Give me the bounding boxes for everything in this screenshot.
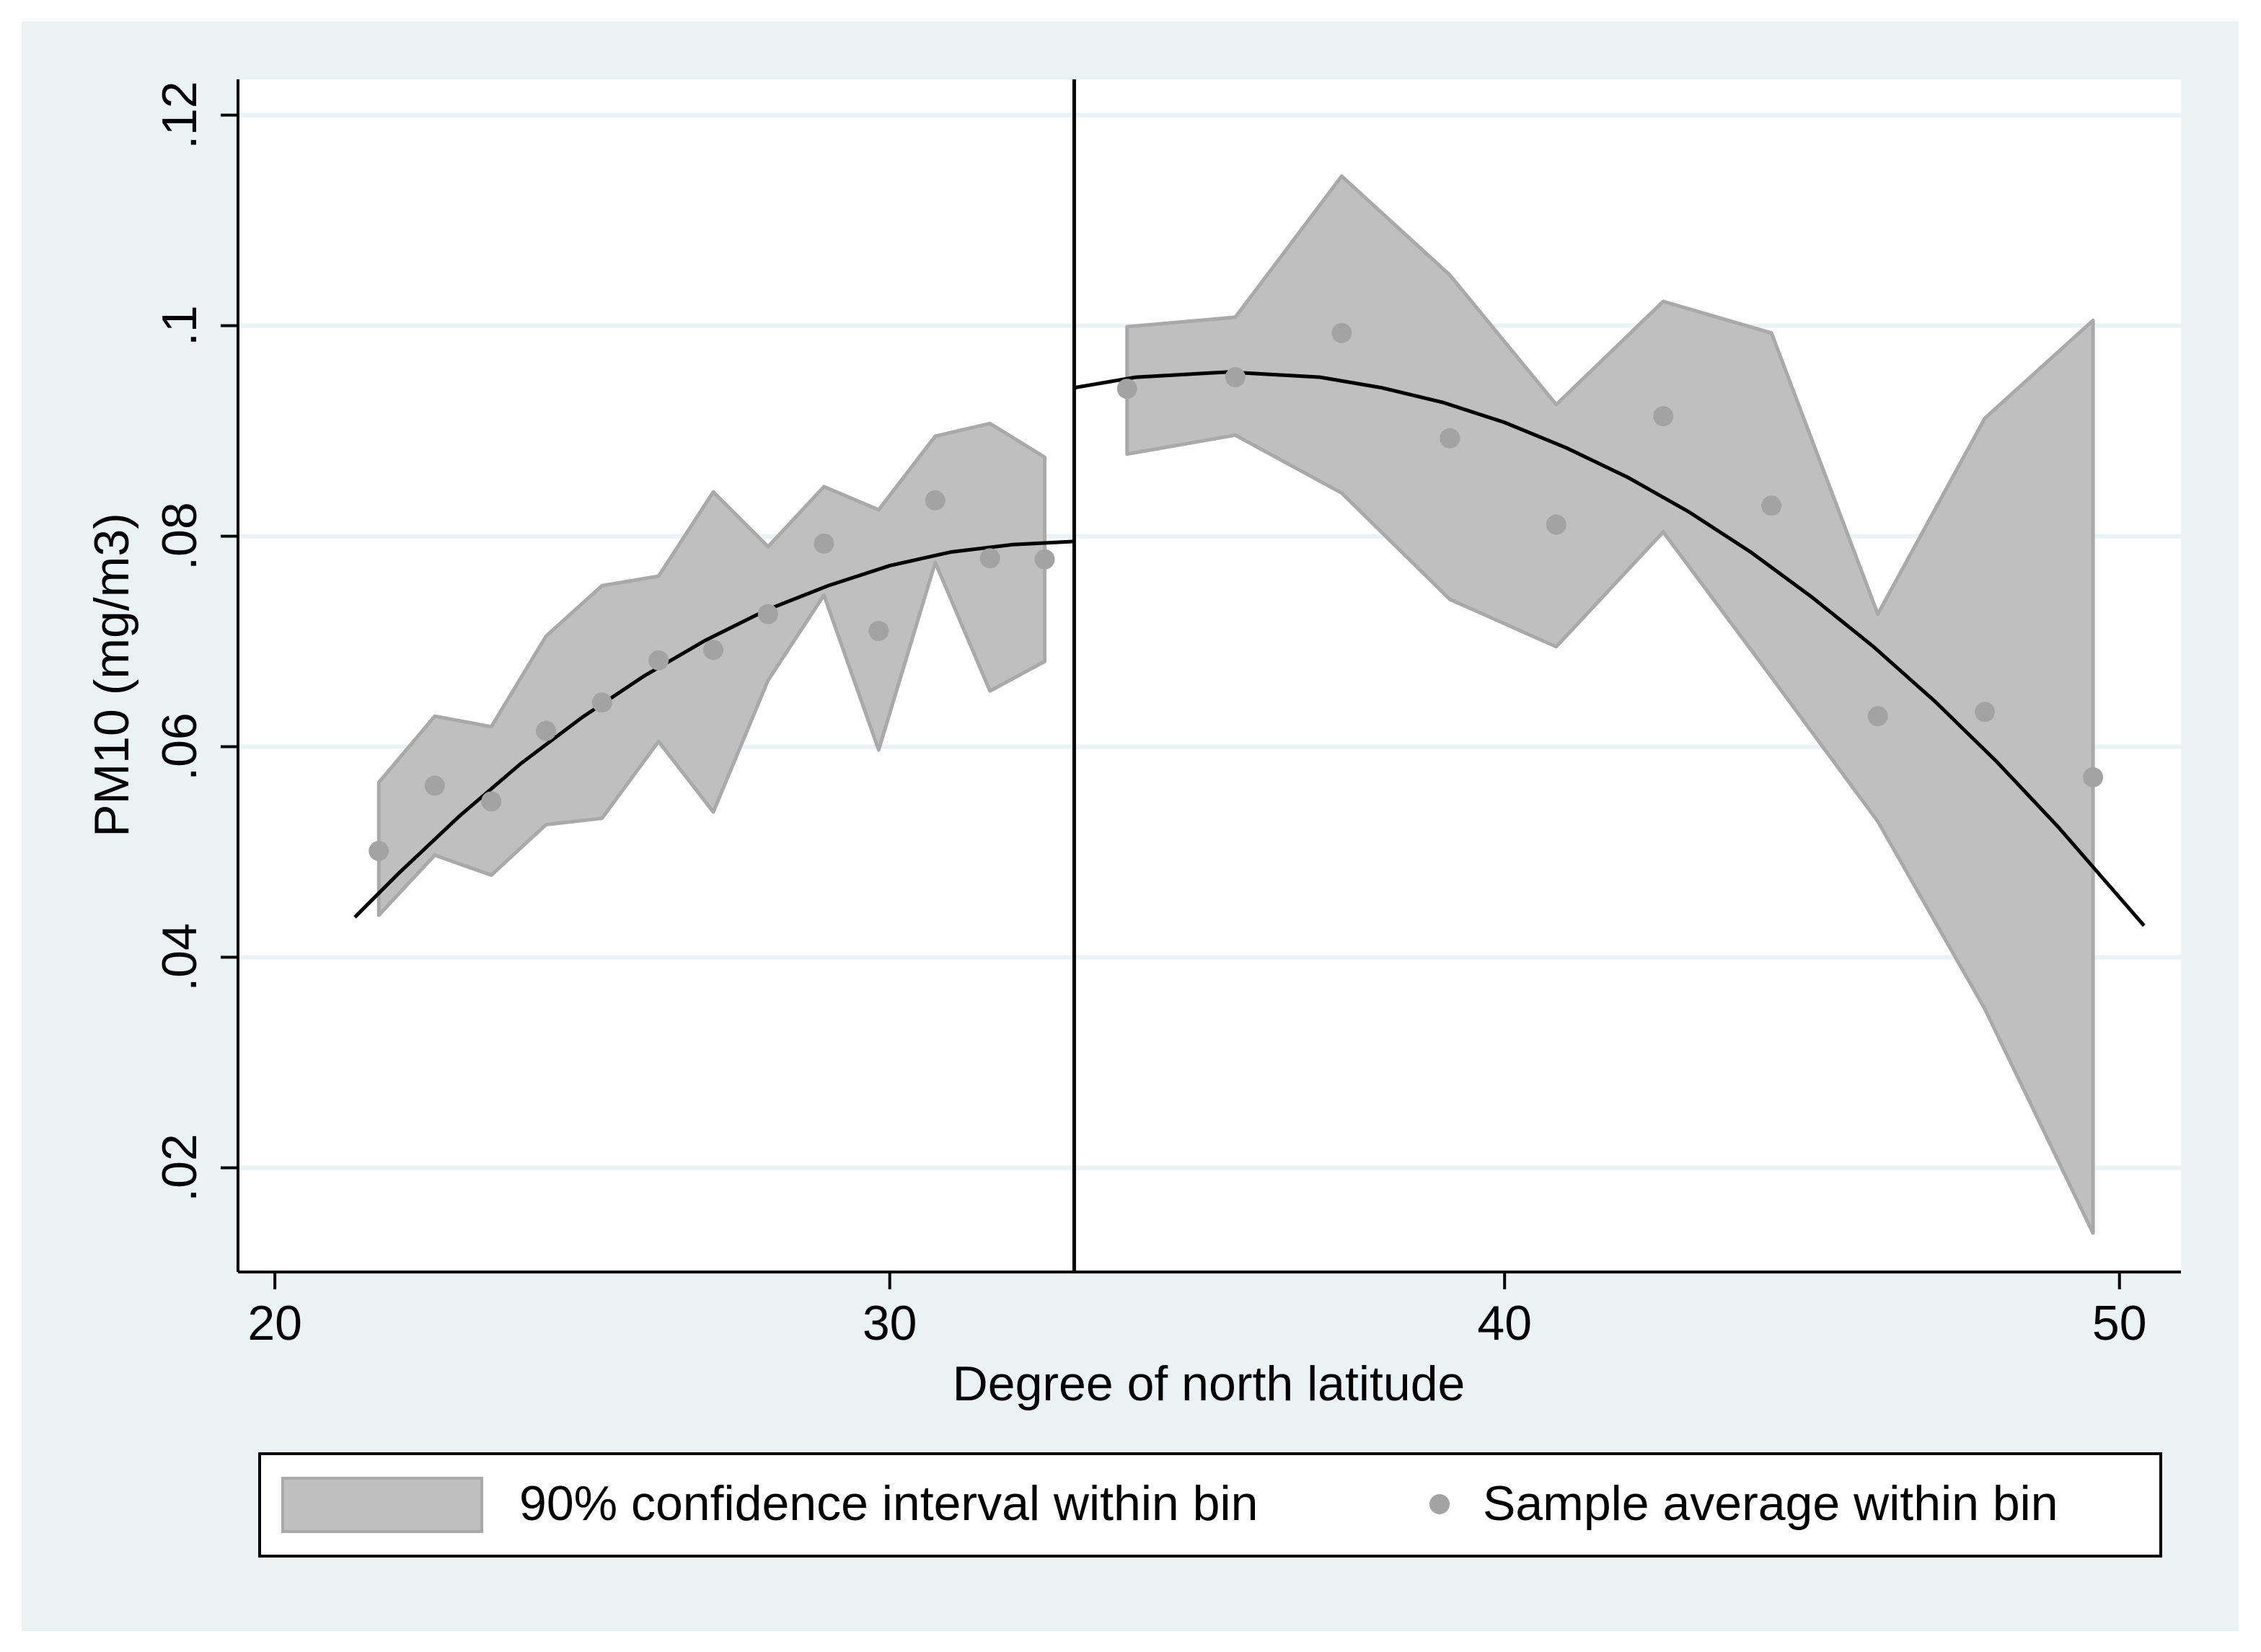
- y-tick-label: .02: [152, 1134, 207, 1202]
- y-tick-label: .04: [152, 923, 207, 991]
- data-point: [424, 775, 445, 796]
- data-point: [591, 692, 612, 713]
- data-point: [814, 533, 834, 554]
- legend-swatch: [1429, 1494, 1450, 1514]
- data-point: [2083, 767, 2104, 787]
- legend-label: 90% confidence interval within bin: [519, 1476, 1258, 1531]
- y-tick-label: .1: [152, 305, 207, 346]
- data-point: [481, 791, 502, 812]
- legend-swatch: [281, 1477, 483, 1533]
- marks: [353, 79, 2146, 1272]
- legend-label: Sample average within bin: [1483, 1476, 2058, 1531]
- x-tick-label: 30: [863, 1296, 917, 1351]
- data-point: [1116, 379, 1137, 399]
- data-point: [536, 720, 557, 741]
- fit-line: [1074, 370, 2146, 927]
- data-point: [925, 490, 946, 511]
- x-tick-label: 50: [2092, 1296, 2147, 1351]
- x-tick-label: 20: [247, 1296, 302, 1351]
- legend-box: [258, 1452, 2162, 1558]
- data-point: [1225, 367, 1246, 388]
- data-point: [757, 604, 778, 624]
- data-point: [1034, 549, 1055, 570]
- legend: 90% confidence interval within bin Sample…: [281, 1476, 2058, 1533]
- data-point: [1653, 406, 1674, 427]
- data-point: [1546, 514, 1566, 535]
- fit-line: [353, 539, 1075, 919]
- ci-band: [376, 421, 1047, 917]
- x-axis-title: Degree of north latitude: [953, 1356, 1466, 1411]
- data-point: [1867, 706, 1888, 727]
- y-tick-label: .08: [152, 502, 207, 570]
- y-axis-title: PM10 (mg/m3): [84, 513, 139, 837]
- data-point: [703, 640, 724, 661]
- axes: .02 .04 .06 .08 .1 .12 20 30 40 50: [152, 79, 2181, 1351]
- ci-band: [1125, 174, 2095, 1235]
- data-point: [979, 548, 1000, 569]
- data-point: [868, 620, 889, 641]
- data-point: [1975, 702, 1996, 723]
- data-point: [648, 650, 669, 671]
- data-point: [1761, 495, 1782, 516]
- x-tick-label: 40: [1477, 1296, 1532, 1351]
- y-tick-label: .12: [152, 81, 207, 149]
- data-point: [369, 841, 389, 862]
- data-point: [1440, 428, 1460, 449]
- y-tick-label: .06: [152, 712, 207, 781]
- data-point: [1331, 322, 1352, 343]
